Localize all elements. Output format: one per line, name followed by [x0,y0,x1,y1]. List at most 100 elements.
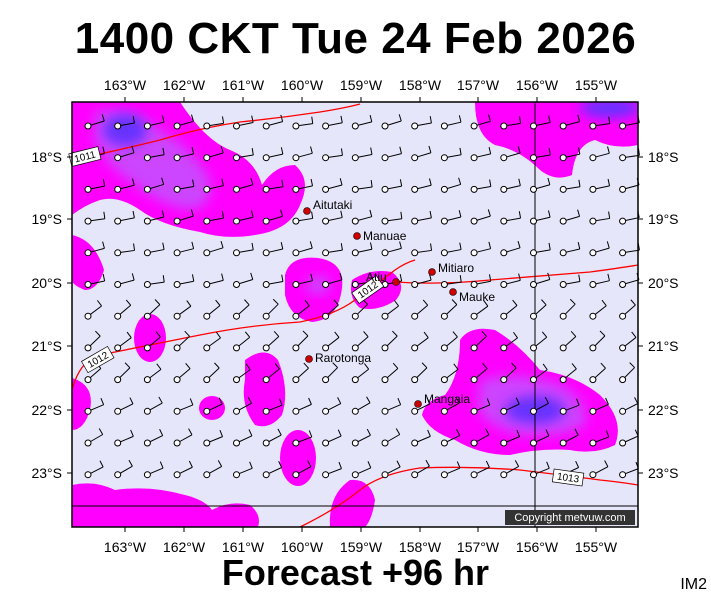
lat-label: 20°S [31,275,62,291]
isobar-line [394,264,638,284]
wind-barb [262,363,280,384]
wind-barb [411,429,431,447]
wind-barb [84,179,106,193]
lat-label: 22°S [31,402,62,418]
wind-barb [203,299,221,320]
wind-barb [411,299,429,320]
wind-barb [292,211,314,225]
wind-barb [500,362,517,384]
wind-barb [470,209,491,225]
svg-text:1013: 1013 [556,472,580,486]
rain-core [580,102,638,118]
wind-barb [411,243,433,257]
wind-barb [470,428,490,447]
wind-barb [411,145,432,162]
wind-barb [470,241,492,257]
wind-barb [351,363,370,384]
wind-barb [233,210,254,225]
wind-barb [589,430,610,447]
wind-barb [381,241,402,257]
wind-barb [322,331,340,352]
wind-barb [530,363,548,384]
lon-label: 163°W [104,77,147,93]
lat-label: 18°S [648,149,679,165]
wind-barb [440,331,458,352]
wind-barb [589,362,606,384]
wind-barb [262,179,284,193]
wind-barb [233,242,254,257]
wind-barb [114,331,132,352]
lat-label: 19°S [31,211,62,227]
wind-barb [500,429,521,447]
wind-barb [381,179,403,193]
svg-text:Mangaia: Mangaia [424,392,470,406]
wind-barb [322,272,343,288]
wind-barb [381,428,401,447]
lat-label: 19°S [648,211,679,227]
lon-label: 159°W [340,539,383,555]
wind-barb [143,396,163,415]
wind-barb [351,299,368,320]
wind-barb [411,273,432,288]
wind-barb [292,397,312,415]
place-mangaia: Mangaia [414,392,470,408]
wind-barb [233,299,250,320]
wind-barb [470,274,492,288]
wind-barb [143,461,164,479]
wind-barb [589,273,610,288]
wind-barb [233,272,254,288]
wind-barb [322,429,342,447]
wind-barb [173,209,194,225]
isobar-label: 1011 [68,146,102,167]
rain-area [72,235,104,290]
wind-barb [114,429,134,447]
wind-barb [114,273,135,288]
wind-barb [114,178,135,193]
wind-barb [173,146,195,162]
wind-barb [292,241,313,257]
wind-barb [351,396,371,415]
wind-barb [84,398,105,415]
wind-barb [559,179,581,193]
wind-barb [589,330,606,352]
wind-barb [351,242,373,257]
svg-text:Aitutaki: Aitutaki [313,198,352,212]
wind-barb [619,461,639,479]
rain-area [475,102,638,178]
wind-barb [173,428,193,447]
svg-text:Mauke: Mauke [459,290,495,304]
lat-label: 21°S [648,338,679,354]
wind-barb [559,274,581,288]
wind-barb [84,114,105,130]
wind-barb [322,115,343,130]
lon-label: 161°W [222,77,265,93]
wind-barb [233,331,251,352]
wind-barb [559,398,580,415]
wind-barb [619,429,639,447]
wind-barb [351,180,373,193]
lat-label: 20°S [648,275,679,291]
wind-barb [559,363,577,384]
place-manuae: Manuae [353,229,407,243]
forecast-label: Forecast +96 hr [221,552,490,593]
wind-barb [619,397,639,415]
wind-barb [292,362,309,384]
wind-barb [84,241,105,257]
wind-barb [440,429,461,447]
svg-text:Copyright metvuw.com: Copyright metvuw.com [514,512,625,524]
lon-label: 162°W [163,77,206,93]
wind-barb [233,363,251,384]
wind-barb [173,300,192,320]
wind-barb [292,460,312,479]
wind-barb [500,299,518,320]
wind-barb [589,397,609,415]
wind-barb [84,211,106,225]
place-mitiaro: Mitiaro [428,261,474,276]
lon-label: 155°W [575,77,618,93]
lon-label: 158°W [399,539,442,555]
wind-barb [530,115,551,130]
wind-barb [203,146,224,162]
wind-barb [619,362,635,384]
axes: 163°W 163°W 162°W 162°W 161°W 161°W 160°W 160°W… [31,77,678,555]
